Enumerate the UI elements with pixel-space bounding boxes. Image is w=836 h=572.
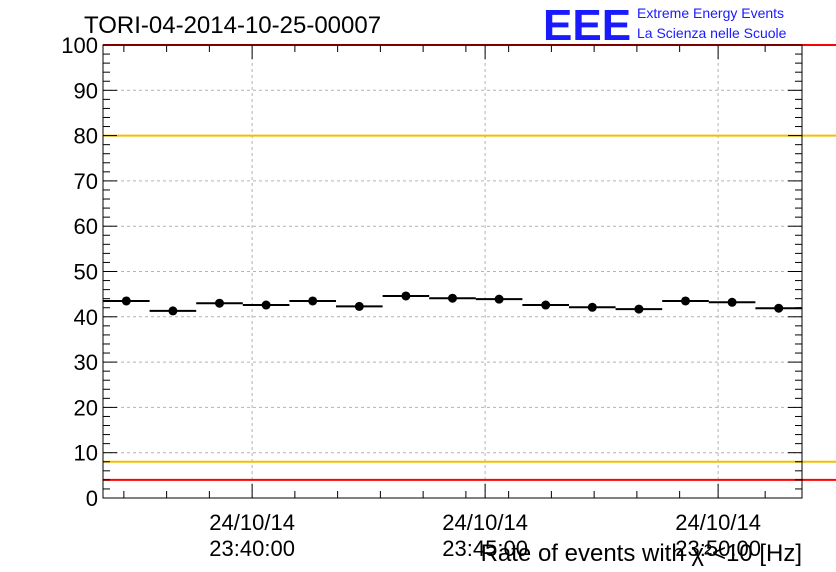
data-point [168, 306, 178, 316]
y-tick-label: 100 [61, 33, 98, 58]
data-point [215, 298, 224, 308]
y-tick-label: 50 [74, 260, 98, 285]
axis-ticks [103, 44, 802, 499]
y-tick-label: 0 [86, 486, 98, 511]
y-tick-label: 90 [74, 78, 98, 103]
eee-logo: EEE Extreme Energy Events La Scienza nel… [543, 1, 787, 50]
data-point [354, 301, 364, 311]
y-tick-label: 20 [74, 395, 98, 420]
logo-mark: EEE [543, 1, 631, 50]
x-axis-label: Rate of events with χ²<10 [Hz] [481, 540, 802, 567]
y-tick-label: 30 [74, 350, 98, 375]
data-point [681, 296, 690, 306]
data-point [634, 304, 644, 314]
y-tick-label: 60 [74, 214, 98, 239]
x-tick-label-date: 24/10/14 [209, 510, 295, 535]
x-tick-label-date: 24/10/14 [675, 510, 761, 535]
data-points [103, 291, 802, 316]
data-point [121, 296, 131, 306]
data-point [448, 293, 457, 303]
grid [103, 45, 802, 498]
data-point [541, 300, 551, 310]
data-point [401, 291, 411, 301]
data-point [494, 294, 504, 304]
reference-lines [103, 44, 836, 481]
y-tick-label: 40 [74, 305, 98, 330]
x-tick-label-time: 23:45:00 [442, 536, 528, 561]
data-point [774, 303, 784, 313]
data-point [261, 300, 271, 310]
y-axis-tick-labels: 0 10 20 30 40 50 60 70 80 90 100 [61, 33, 98, 511]
logo-line-2: La Scienza nelle Scuole [637, 25, 787, 41]
data-point [308, 296, 318, 306]
x-tick-label-time: 23:50:00 [675, 536, 761, 561]
x-tick-label-time: 23:40:00 [209, 536, 295, 561]
y-tick-label: 80 [74, 124, 98, 149]
data-point [727, 297, 737, 307]
logo-line-1: Extreme Energy Events [637, 5, 784, 21]
chart-title: TORI-04-2014-10-25-00007 [84, 12, 381, 39]
y-tick-label: 70 [74, 169, 98, 194]
x-tick-label-date: 24/10/14 [442, 510, 528, 535]
data-point [587, 302, 597, 312]
x-axis-tick-labels: 24/10/1423:40:0024/10/1423:45:0024/10/14… [209, 510, 761, 561]
y-tick-label: 10 [74, 441, 98, 466]
